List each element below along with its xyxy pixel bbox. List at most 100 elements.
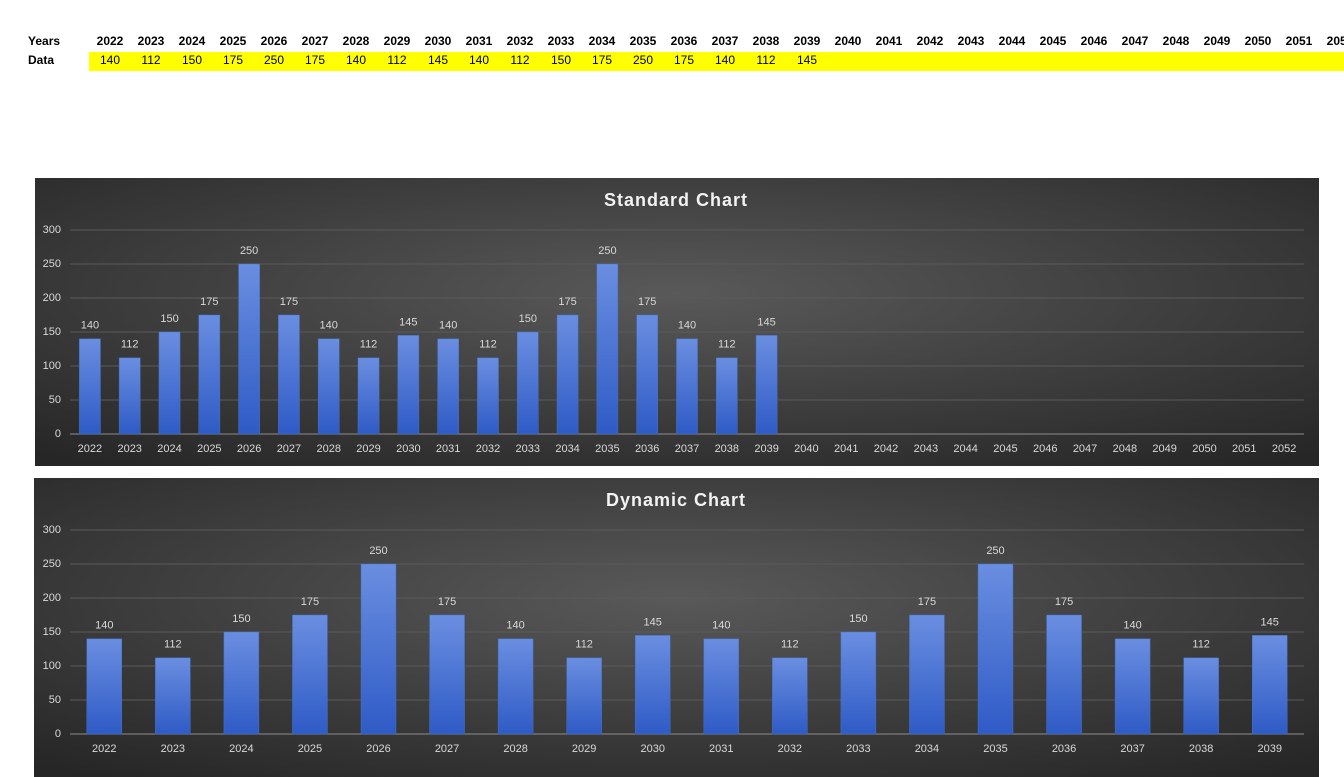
- column-header: 2045: [1040, 34, 1067, 48]
- x-tick-label: 2027: [277, 443, 301, 455]
- bar: [566, 657, 602, 735]
- data-label: 175: [200, 296, 218, 308]
- data-label: 112: [121, 339, 139, 351]
- data-label: 250: [598, 245, 616, 257]
- cell: 250: [264, 53, 284, 67]
- data-label: 112: [575, 639, 593, 651]
- row-header: Years: [28, 34, 60, 48]
- data-label: 150: [160, 313, 178, 325]
- y-tick-label: 150: [43, 326, 61, 338]
- y-tick-label: 0: [55, 428, 61, 440]
- bar: [516, 331, 539, 435]
- y-tick-label: 150: [43, 626, 61, 638]
- bar: [596, 263, 619, 435]
- x-tick-label: 2041: [834, 443, 858, 455]
- x-tick-label: 2032: [778, 743, 802, 755]
- column-header: 2043: [958, 34, 985, 48]
- y-tick-label: 0: [55, 728, 61, 740]
- x-tick-label: 2050: [1192, 443, 1216, 455]
- column-header: 2036: [671, 34, 698, 48]
- column-header: 2023: [138, 34, 165, 48]
- cell: 175: [592, 53, 612, 67]
- x-tick-label: 2034: [555, 443, 579, 455]
- bar: [238, 263, 260, 435]
- column-header: 2034: [589, 34, 616, 48]
- bar: [909, 614, 945, 735]
- x-tick-label: 2024: [229, 743, 253, 755]
- y-tick-label: 250: [43, 558, 61, 570]
- data-label: 112: [164, 639, 182, 651]
- bar: [1114, 638, 1151, 735]
- y-tick-label: 100: [43, 360, 61, 372]
- cell: 112: [387, 53, 406, 67]
- x-tick-label: 2038: [1189, 743, 1213, 755]
- y-tick-label: 300: [43, 224, 61, 236]
- column-header: 2032: [507, 34, 534, 48]
- bar: [977, 563, 1014, 735]
- column-header: 2027: [302, 34, 329, 48]
- x-tick-label: 2047: [1073, 443, 1097, 455]
- x-tick-label: 2038: [715, 443, 739, 455]
- x-tick-label: 2051: [1232, 443, 1256, 455]
- bar: [840, 631, 877, 735]
- x-tick-label: 2033: [846, 743, 870, 755]
- cell: 175: [674, 53, 694, 67]
- y-tick-label: 100: [43, 660, 61, 672]
- x-tick-label: 2031: [709, 743, 733, 755]
- cell: 175: [305, 53, 325, 67]
- data-label: 145: [399, 316, 417, 328]
- bar: [292, 614, 328, 735]
- data-label: 145: [757, 316, 775, 328]
- data-label: 140: [81, 320, 99, 332]
- x-tick-label: 2043: [914, 443, 938, 455]
- column-header: 2044: [999, 34, 1026, 48]
- column-header: 2046: [1081, 34, 1108, 48]
- x-tick-label: 2030: [640, 743, 664, 755]
- data-label: 175: [638, 296, 656, 308]
- x-tick-label: 2022: [92, 743, 116, 755]
- bar: [357, 357, 380, 435]
- x-tick-label: 2037: [675, 443, 699, 455]
- data-label: 175: [280, 296, 298, 308]
- x-tick-label: 2024: [157, 443, 181, 455]
- data-label: 112: [718, 339, 736, 351]
- y-tick-label: 300: [43, 524, 61, 536]
- data-label: 150: [232, 613, 250, 625]
- column-header: 2035: [630, 34, 657, 48]
- bar: [317, 338, 340, 435]
- bar: [556, 314, 579, 435]
- bar: [755, 335, 778, 435]
- column-header: 2028: [343, 34, 370, 48]
- bar: [477, 357, 499, 435]
- x-tick-label: 2030: [396, 443, 420, 455]
- cell: 145: [797, 53, 817, 67]
- data-label: 140: [439, 320, 457, 332]
- y-tick-label: 50: [49, 694, 61, 706]
- column-header: 2048: [1163, 34, 1190, 48]
- cell: 140: [100, 53, 120, 67]
- cell: 140: [469, 53, 489, 67]
- x-tick-label: 2022: [78, 443, 102, 455]
- data-label: 150: [519, 313, 537, 325]
- cell: 150: [551, 53, 571, 67]
- x-tick-label: 2029: [356, 443, 380, 455]
- x-tick-label: 2036: [1052, 743, 1076, 755]
- data-label: 175: [1055, 596, 1073, 608]
- x-tick-label: 2025: [298, 743, 322, 755]
- cell: 150: [182, 53, 202, 67]
- cell: 250: [633, 53, 653, 67]
- column-header: 2041: [876, 34, 903, 48]
- data-label: 112: [479, 339, 497, 351]
- bar: [360, 563, 397, 735]
- column-header: 2040: [835, 34, 862, 48]
- cell: 140: [346, 53, 366, 67]
- column-header: 2052: [1327, 34, 1344, 48]
- x-tick-label: 2040: [794, 443, 818, 455]
- x-tick-label: 2035: [983, 743, 1007, 755]
- y-tick-label: 50: [49, 394, 61, 406]
- bar: [223, 631, 260, 735]
- column-header: 2031: [466, 34, 493, 48]
- x-tick-label: 2026: [237, 443, 261, 455]
